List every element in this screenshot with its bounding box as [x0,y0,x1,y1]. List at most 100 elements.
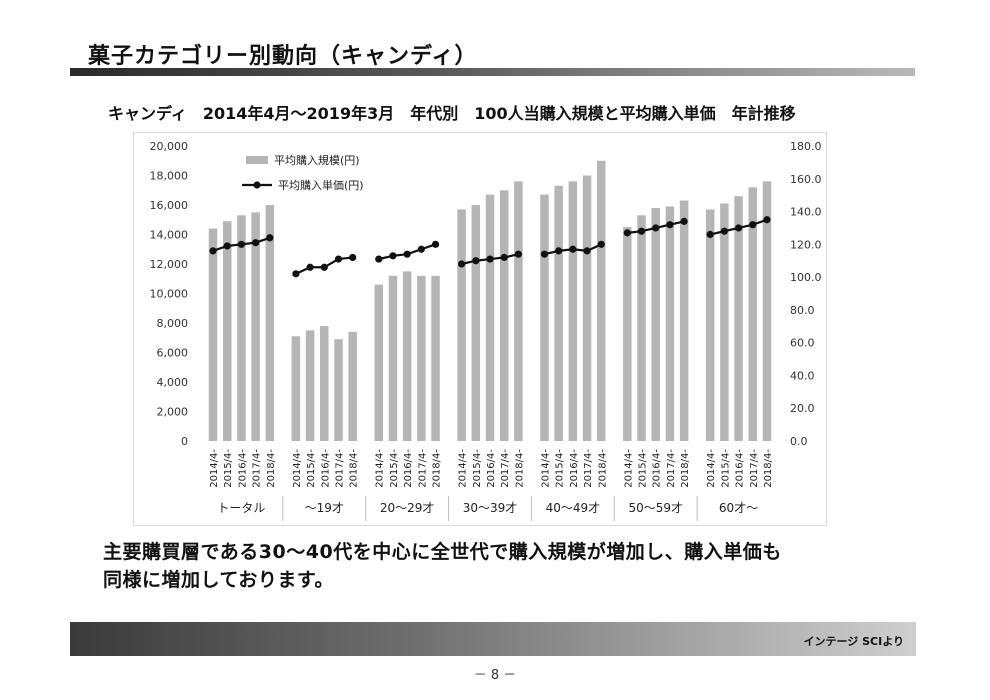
x-tick-label: 2016/4- [486,449,497,488]
bar [251,212,260,441]
bar [705,209,715,441]
x-tick-label: 2015/4- [389,449,400,488]
line-point [349,253,357,262]
line-point [458,260,466,268]
line-point [500,253,508,262]
line-point [652,224,660,232]
y-right-tick-label: 60.0 [790,337,815,350]
bar [651,207,660,441]
x-tick-label: 2014/4- [623,449,634,488]
x-tick-label: 2017/4- [583,449,594,488]
bar-series [208,160,772,441]
y-left-tick-label: 18,000 [150,170,189,183]
x-tick-label: 2017/4- [334,449,345,488]
axes: 0 2,000 4,000 6,000 8,000 10,000 12,000 14,000 1… [150,140,822,448]
bar [514,181,523,441]
bar [720,203,729,441]
x-group-label: 50～59才 [628,501,683,515]
x-tick-label: 2015/4- [638,449,649,488]
x-tick-label: 2014/4- [375,449,386,488]
bar [637,215,646,441]
x-tick-label: 2015/4- [720,449,731,488]
bar [374,284,383,441]
legend-bar-swatch [246,156,268,164]
title-underline-bar [70,68,915,76]
y-left-tick-label: 12,000 [150,258,189,271]
x-tick-label: 2015/4- [555,449,566,488]
x-tick-label: 2014/4- [458,449,469,488]
line-point [375,255,383,263]
bar [265,205,275,441]
y-left-tick-label: 6,000 [157,347,189,360]
summary-line-2: 同様に増加しております。 [103,569,334,591]
x-tick-label: 2018/4- [680,449,691,488]
bar [679,200,689,441]
summary-text: 主要購買層である30～40代を中心に全世代で購入規模が増加し、購入単価も 同様に… [103,538,903,594]
y-right-tick-label: 120.0 [790,238,822,251]
bar [665,206,675,441]
bar [748,187,758,441]
line-point [720,227,728,235]
x-tick-label: 2017/4- [417,449,428,488]
legend: 平均購入規模(円) 平均購入単価(円) [242,153,364,192]
x-tick-label: 2016/4- [652,449,663,488]
line-point [763,216,771,224]
bar [734,196,743,441]
x-group-label: トータル [217,501,265,515]
bar [208,228,218,441]
line-point [540,250,549,258]
x-tick-label: 2017/4- [666,449,677,488]
y-left-tick-label: 16,000 [150,199,189,212]
line-point [555,247,563,255]
x-tick-label: 2015/4- [223,449,234,488]
summary-line-1: 主要購買層である30～40代を中心に全世代で購入規模が増加し、購入単価も [103,541,782,563]
x-tick-label: 2015/4- [306,449,317,488]
y-right-tick-label: 40.0 [790,369,815,382]
legend-line-marker [253,181,261,189]
x-tick-label: 2018/4- [266,449,277,488]
line-point [389,252,397,260]
bar [597,160,606,441]
x-tick-label: 2016/4- [735,449,746,488]
line-point [706,230,714,239]
chart-panel: 0 2,000 4,000 6,000 8,000 10,000 12,000 14,000 1… [133,132,827,526]
page-number: － 8 － [473,668,517,683]
line-point [637,227,646,235]
x-tick-label: 2014/4- [209,449,220,488]
bar [320,325,329,441]
x-group-label: 20～29才 [380,501,435,515]
x-group-label: 30～39才 [463,501,518,515]
line-point [472,257,480,265]
x-group-label: 60才～ [719,501,758,515]
y-right-tick-label: 100.0 [790,271,822,284]
y-left-tick-label: 8,000 [157,317,189,330]
line-point [223,242,231,250]
line-series [209,216,771,278]
x-axis-labels: 2014/4- 2015/4- 2016/4- 2017/4- 2018/4-トータル2… [209,449,774,521]
line-point [583,247,591,255]
legend-line-label: 平均購入単価(円) [278,178,364,192]
bar [568,181,578,441]
x-group-label: 40～49才 [546,501,601,515]
line-point [569,245,577,253]
line-point [666,221,674,229]
x-tick-label: 2018/4- [349,449,360,488]
x-tick-label: 2016/4- [237,449,248,488]
combo-chart: 0 2,000 4,000 6,000 8,000 10,000 12,000 14,000 1… [150,140,822,521]
x-tick-label: 2017/4- [749,449,760,488]
y-left-tick-label: 0 [181,435,188,448]
line-point [252,239,260,247]
line-point [320,263,328,271]
bar [582,175,592,441]
bar [762,181,772,441]
line-point [292,270,300,278]
y-left-tick-label: 20,000 [150,140,189,153]
x-tick-label: 2014/4- [292,449,303,488]
line-point [623,229,631,237]
y-right-tick-label: 0.0 [790,435,808,448]
footer-source: インテージ SCIより [803,635,904,648]
bar [222,221,232,441]
line-point [266,234,274,242]
line-point [334,255,343,263]
line-point [209,247,217,255]
